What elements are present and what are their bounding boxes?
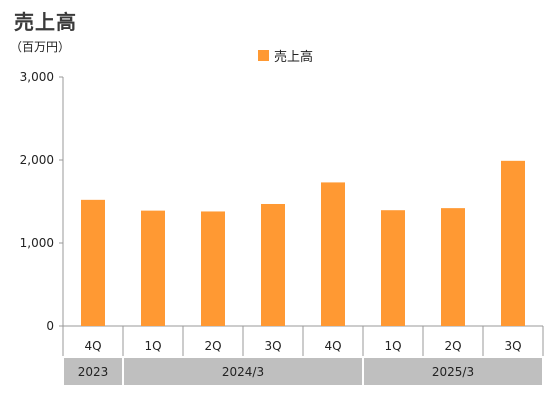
x-category-label: 4Q: [84, 339, 101, 353]
period-group-box: [124, 358, 362, 385]
legend-swatch: [258, 50, 269, 61]
bar: [141, 210, 165, 326]
x-category-label: 1Q: [384, 339, 401, 353]
bar: [441, 208, 465, 326]
y-tick-label: 0: [46, 319, 54, 333]
y-tick-label: 2,000: [20, 153, 54, 167]
legend-label: 売上高: [274, 50, 314, 65]
bar: [201, 211, 225, 326]
x-category-label: 1Q: [144, 339, 161, 353]
period-group-box: [64, 358, 122, 385]
period-group-label: 2025/3: [432, 365, 474, 379]
legend: 売上高: [258, 46, 313, 65]
x-category-label: 4Q: [324, 339, 341, 353]
y-tick-label: 1,000: [20, 236, 54, 250]
bar: [501, 160, 525, 326]
x-category-label: 3Q: [264, 339, 281, 353]
period-group-label: 2024/3: [222, 365, 264, 379]
unit-label: （百万円）: [10, 40, 71, 54]
x-category-label: 2Q: [204, 339, 221, 353]
period-group-label: 2023: [78, 365, 109, 379]
chart-title: 売上高: [14, 10, 77, 34]
bar: [81, 199, 105, 326]
bar: [321, 182, 345, 326]
bar: [381, 210, 405, 326]
x-category-label: 3Q: [504, 339, 521, 353]
bar: [261, 203, 285, 326]
period-group-box: [364, 358, 542, 385]
y-tick-label: 3,000: [20, 70, 54, 84]
x-category-label: 2Q: [444, 339, 461, 353]
